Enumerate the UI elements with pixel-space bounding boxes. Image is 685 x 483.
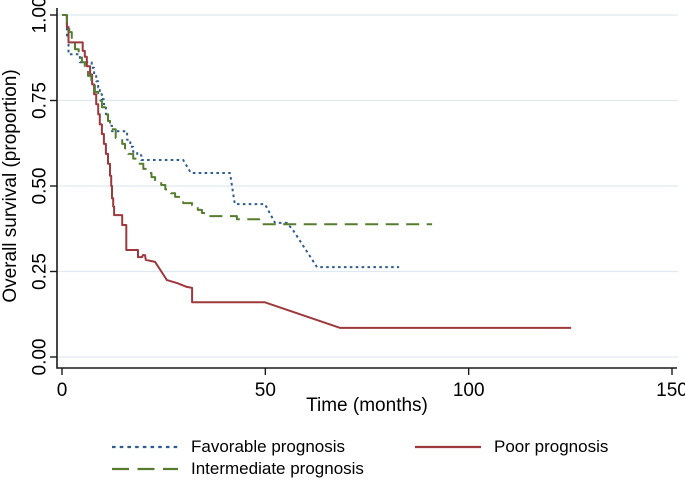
intermediate-line-swatch-icon: [112, 467, 178, 471]
survival-curves: [62, 14, 572, 329]
y-tick-label: 0.50: [30, 168, 51, 205]
y-tick-label: 1.00: [30, 0, 51, 33]
x-axis-title: Time (months): [306, 395, 428, 416]
axes: 0.00 0.25 0.50 0.75 1.00 0 50 100 150: [30, 0, 685, 401]
favorable-prognosis-curve: [62, 14, 400, 269]
legend-label-favorable: Favorable prognosis: [191, 437, 346, 456]
y-tick-label: 0.75: [30, 82, 51, 119]
legend-label-poor: Poor prognosis: [494, 437, 609, 456]
legend-item-favorable: Favorable prognosis: [111, 437, 345, 457]
legend-item-poor: Poor prognosis: [414, 437, 608, 457]
y-tick-label: 0.25: [30, 253, 51, 290]
poor-line-swatch-icon: [415, 445, 481, 449]
x-tick-label: 50: [255, 380, 276, 401]
intermediate-prognosis-curve: [62, 14, 433, 226]
gridlines: [57, 14, 678, 358]
y-axis-title: Overall survival (proportion): [0, 69, 21, 302]
poor-prognosis-curve: [62, 14, 572, 329]
legend-label-intermediate: Intermediate prognosis: [191, 459, 364, 478]
x-tick-label: 150: [656, 380, 685, 401]
x-axis-ticks: 0 50 100 150: [57, 368, 685, 401]
y-tick-label: 0.00: [30, 339, 51, 376]
legend-item-intermediate: Intermediate prognosis: [111, 459, 364, 479]
favorable-line-swatch-icon: [112, 445, 178, 449]
axis-frame: [56, 8, 677, 369]
x-tick-label: 100: [453, 380, 485, 401]
x-tick-label: 0: [57, 380, 68, 401]
y-axis-ticks: 0.00 0.25 0.50 0.75 1.00: [30, 0, 57, 376]
